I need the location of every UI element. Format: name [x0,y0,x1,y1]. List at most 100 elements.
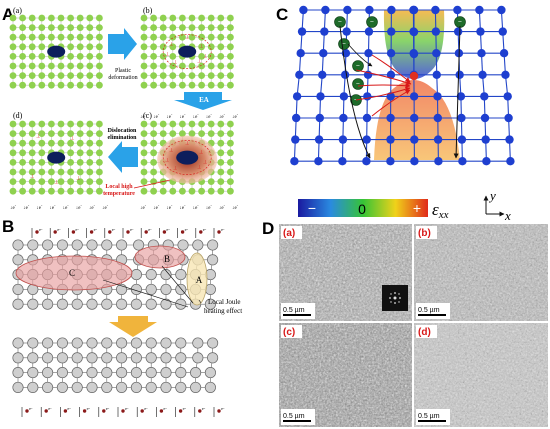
atom [175,352,187,364]
atom [101,337,113,349]
atom [190,367,202,379]
atom [498,27,507,36]
atom [314,135,324,144]
scale-d-text: 0.5 µm [418,413,440,420]
atom [453,5,462,15]
atom [318,70,327,80]
atom [67,120,74,128]
atom [71,381,83,393]
diffraction-spots [389,292,401,304]
atom [9,149,17,157]
atom [9,53,17,60]
leader-local-high [133,179,171,189]
atom [409,71,419,81]
colorbar-zero: 0 [358,201,366,217]
atom [227,33,234,41]
atom [71,239,83,251]
atom [179,130,186,138]
atom [48,187,55,195]
atom [9,81,17,89]
atom [140,120,148,128]
atom [86,62,94,70]
atom [456,92,466,101]
precipitate [176,150,199,165]
atom [343,5,352,15]
tem-c-label-bg [281,325,302,338]
atom [101,352,113,364]
atom [188,24,196,31]
panel-a: A ⊥ ⊥⊥ ⊥⊥⊥⊥⊥ ⊥⊥ ⊥⊥⊥⊥⊥ ⊥⊥ ⊥⊥ (a) (b) (c) (d) Pl… [2,5,239,211]
dislocation-mark: ⊥ [197,165,201,171]
atom [19,130,26,138]
atom [86,120,94,128]
atom [175,298,187,310]
atom [86,53,94,60]
atom [433,92,442,101]
electron-dot [162,230,167,234]
atom [101,381,113,393]
atom [28,62,36,70]
atom [217,43,225,51]
atom [145,352,157,364]
atom [9,178,17,186]
atom [207,352,219,364]
atom [150,72,158,79]
electron-dot [25,409,29,413]
atom [12,337,24,349]
atom [9,33,17,41]
leader-joule-c [102,279,189,308]
atom [159,187,167,195]
atom [145,381,157,393]
zone-c-ellipse [15,255,133,291]
zone-a-label: A [196,275,203,285]
atom [42,367,54,379]
atom [140,159,148,166]
atom [116,337,128,349]
atom [169,62,177,70]
atom [482,157,491,166]
atom [86,367,98,379]
electron-dot [126,230,130,234]
atom [342,27,351,36]
electron-dot [217,230,221,234]
atom [458,157,467,166]
electron-label: ↓e- [166,203,173,211]
atom [363,92,372,101]
atom [188,120,196,128]
atom [321,5,330,15]
atom [38,178,46,186]
atom [227,81,234,89]
atom [9,120,17,128]
atom [169,33,177,41]
electron-label: e- [221,227,225,232]
atom [160,381,172,393]
scale-bar-b [418,314,446,316]
panel-a-sub-b: (b) [143,6,153,15]
electron-label: ↓e- [140,112,147,120]
joule-label-1: Local Joule [208,298,240,306]
atom [42,381,54,393]
atom [160,367,172,379]
atom [71,337,83,349]
atom [86,337,98,349]
atom [27,367,39,379]
panel-a-sub-d: (d) [13,111,23,120]
dislocation-mark: ⊥ [169,42,173,48]
atom [71,298,83,310]
atom [431,27,441,36]
atom [42,337,54,349]
atom [169,43,177,51]
atom [192,352,204,364]
atom [227,24,234,31]
atom [217,149,225,157]
atom [386,70,396,80]
atom [101,367,113,379]
atom [130,283,142,295]
atom [86,81,94,89]
atom [38,159,46,166]
atom [28,72,36,79]
axis-y-label: y [488,188,496,203]
atom [28,14,36,22]
atom [96,14,103,22]
atom [130,367,142,379]
